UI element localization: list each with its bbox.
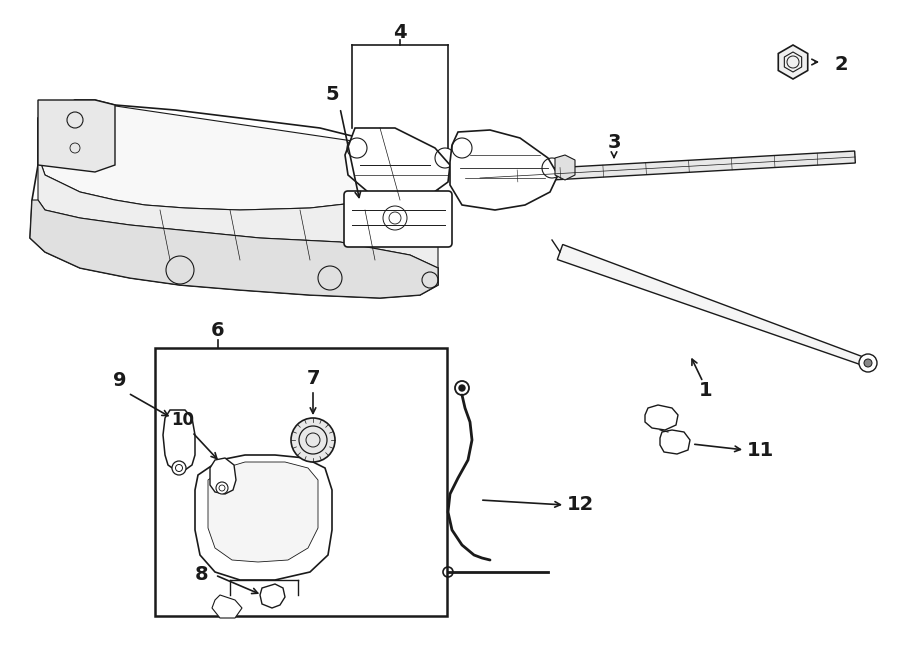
Text: 8: 8	[195, 566, 209, 584]
Text: 4: 4	[393, 22, 407, 42]
Polygon shape	[208, 462, 318, 562]
Circle shape	[216, 482, 228, 494]
Text: 11: 11	[746, 440, 774, 459]
Text: 12: 12	[566, 496, 594, 514]
Text: 10: 10	[172, 411, 194, 429]
Polygon shape	[345, 128, 450, 200]
Circle shape	[291, 418, 335, 462]
Polygon shape	[38, 100, 115, 172]
Polygon shape	[660, 430, 690, 454]
Polygon shape	[555, 155, 575, 180]
Polygon shape	[480, 151, 855, 184]
Polygon shape	[778, 45, 807, 79]
FancyBboxPatch shape	[344, 191, 452, 247]
Polygon shape	[450, 130, 558, 210]
Polygon shape	[30, 100, 438, 298]
Circle shape	[172, 461, 186, 475]
Polygon shape	[163, 410, 195, 470]
Polygon shape	[260, 584, 285, 608]
Polygon shape	[38, 100, 438, 210]
Polygon shape	[210, 458, 236, 494]
Text: 9: 9	[113, 371, 127, 389]
Text: 7: 7	[306, 368, 319, 387]
Text: 5: 5	[325, 85, 338, 104]
Polygon shape	[212, 595, 242, 618]
Text: 2: 2	[834, 54, 848, 73]
Circle shape	[864, 359, 872, 367]
Polygon shape	[645, 405, 678, 430]
Text: 6: 6	[212, 321, 225, 340]
Text: 3: 3	[608, 134, 621, 153]
Polygon shape	[30, 200, 438, 298]
Text: 1: 1	[699, 381, 713, 399]
Polygon shape	[195, 455, 332, 580]
Circle shape	[859, 354, 877, 372]
Bar	[155, 348, 447, 616]
Circle shape	[459, 385, 465, 391]
Polygon shape	[38, 155, 438, 268]
Polygon shape	[557, 245, 869, 367]
